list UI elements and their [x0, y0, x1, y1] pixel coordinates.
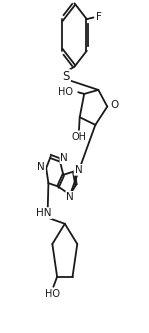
Text: HO: HO — [45, 289, 60, 299]
Text: F: F — [96, 12, 102, 23]
Text: N: N — [74, 165, 82, 175]
Text: N: N — [37, 162, 45, 172]
Text: OH: OH — [72, 132, 86, 142]
Text: O: O — [111, 100, 119, 110]
Text: N: N — [60, 153, 68, 163]
Text: HO: HO — [58, 87, 73, 97]
Text: S: S — [63, 70, 70, 83]
Text: N: N — [66, 192, 74, 202]
Text: HN: HN — [36, 208, 52, 218]
